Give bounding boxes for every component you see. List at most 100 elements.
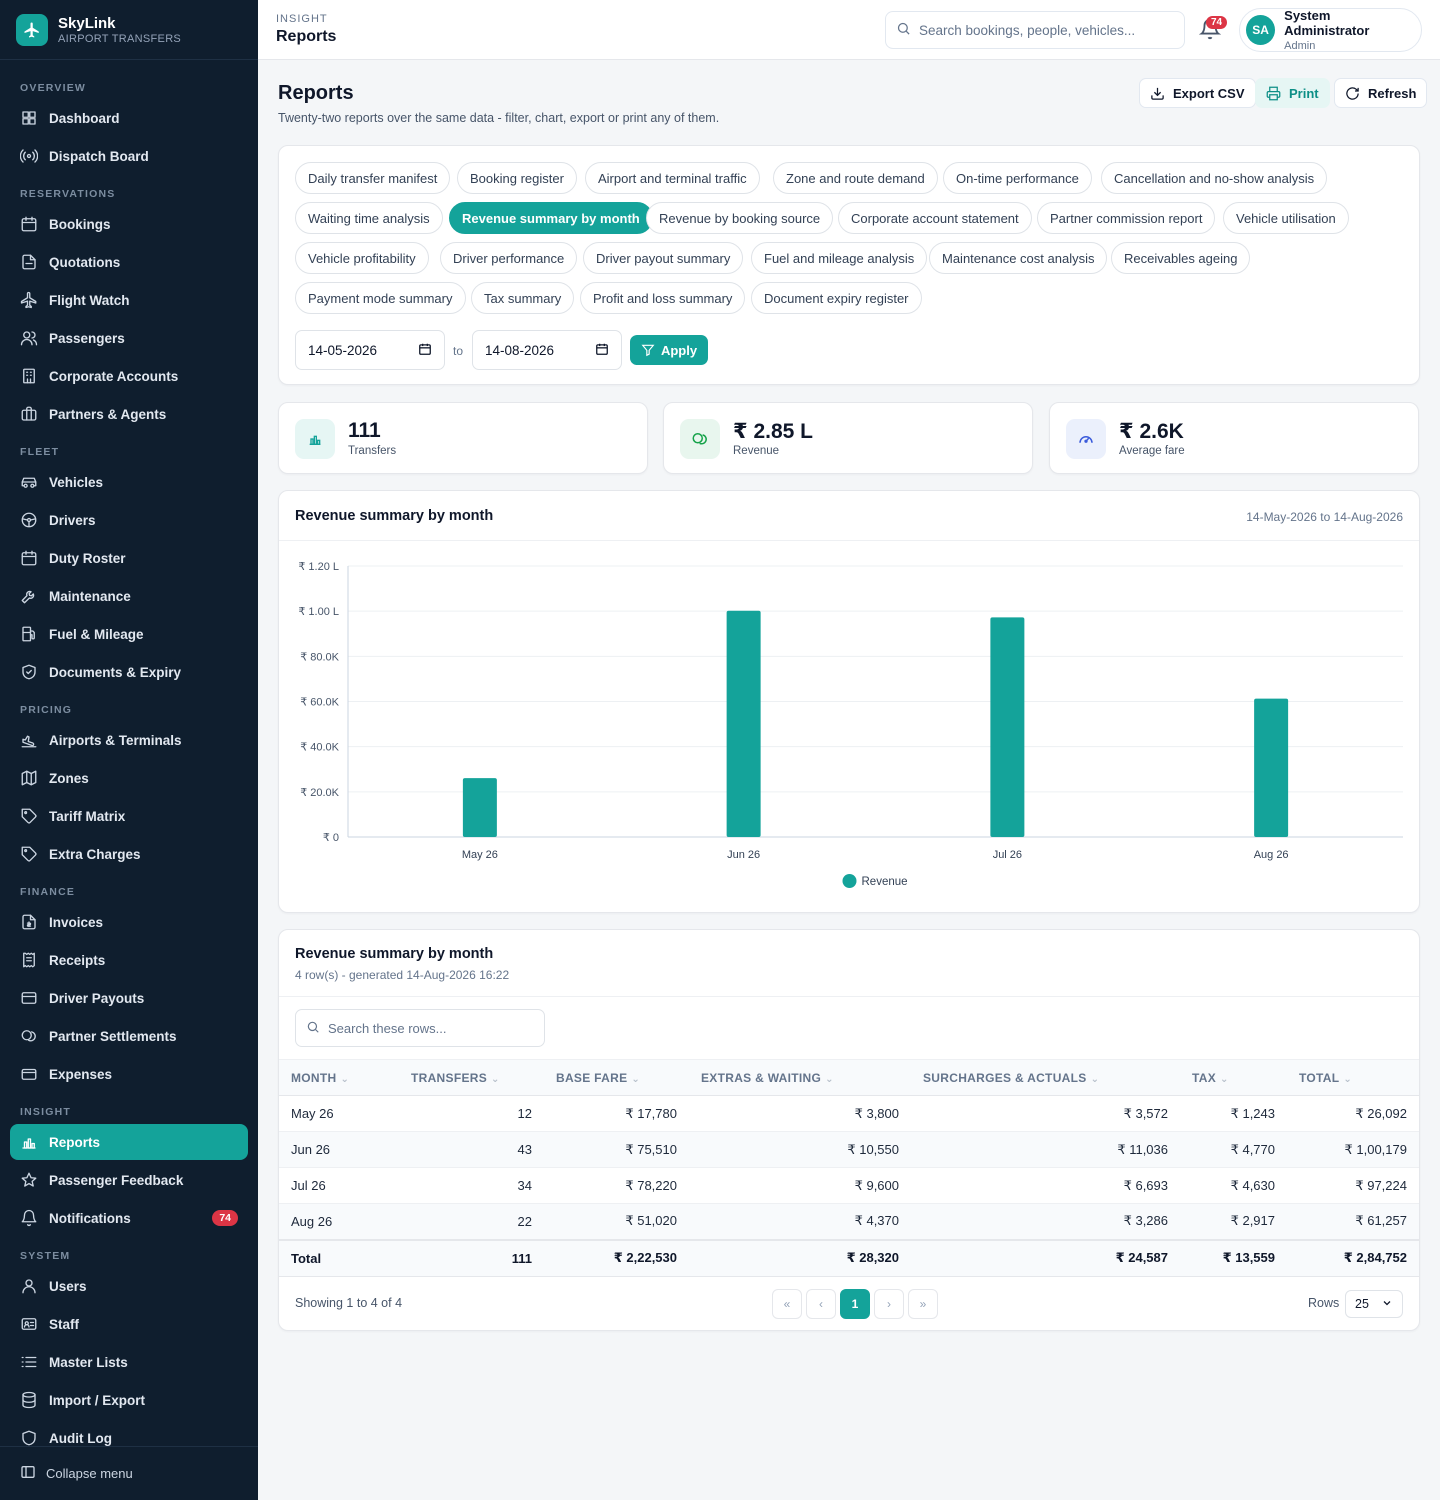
apply-filter-button[interactable]: Apply bbox=[630, 335, 708, 365]
table-cell: ₹ 3,286 bbox=[1123, 1213, 1168, 1229]
report-pill-profit-and-loss-summary[interactable]: Profit and loss summary bbox=[580, 282, 746, 314]
prev-page-button[interactable]: ‹ bbox=[806, 1289, 836, 1319]
report-pill-maintenance-cost-analysis[interactable]: Maintenance cost analysis bbox=[929, 242, 1108, 274]
sidebar-item-receipts[interactable]: Receipts bbox=[10, 942, 248, 978]
sidebar-item-corporate-accounts[interactable]: Corporate Accounts bbox=[10, 358, 248, 394]
table-cell: ₹ 11,036 bbox=[1117, 1141, 1168, 1157]
first-page-button[interactable]: « bbox=[772, 1289, 802, 1319]
sidebar-item-flight-watch[interactable]: Flight Watch bbox=[10, 282, 248, 318]
sidebar-item-documents-expiry[interactable]: Documents & Expiry bbox=[10, 654, 248, 690]
date-from-value: 14-05-2026 bbox=[308, 342, 378, 358]
sidebar-item-users[interactable]: Users bbox=[10, 1268, 248, 1304]
report-pill-driver-payout-summary[interactable]: Driver payout summary bbox=[583, 242, 744, 274]
users-icon bbox=[20, 329, 38, 347]
sidebar-item-reports[interactable]: Reports bbox=[10, 1124, 248, 1160]
sidebar-item-quotations[interactable]: Quotations bbox=[10, 244, 248, 280]
column-header[interactable]: EXTRAS & WAITING ⌄ bbox=[689, 1060, 911, 1096]
table-row[interactable]: May 26 12 ₹ 17,780 ₹ 3,800 ₹ 3,572 ₹ 1,243 ₹ 2… bbox=[279, 1096, 1419, 1132]
sidebar-item-airports-terminals[interactable]: Airports & Terminals bbox=[10, 722, 248, 758]
page-1-button[interactable]: 1 bbox=[840, 1289, 870, 1319]
table-row[interactable]: Jul 26 34 ₹ 78,220 ₹ 9,600 ₹ 6,693 ₹ 4,630 ₹ 9… bbox=[279, 1168, 1419, 1204]
column-header-label: EXTRAS & WAITING bbox=[701, 1070, 822, 1085]
report-pill-vehicle-utilisation[interactable]: Vehicle utilisation bbox=[1223, 202, 1349, 234]
sidebar-item-fuel-mileage[interactable]: Fuel & Mileage bbox=[10, 616, 248, 652]
report-pill-fuel-and-mileage-analysis[interactable]: Fuel and mileage analysis bbox=[751, 242, 928, 274]
sidebar-item-partners-agents[interactable]: Partners & Agents bbox=[10, 396, 248, 432]
table-cell: Jul 26 bbox=[291, 1178, 326, 1193]
sidebar-item-import-export[interactable]: Import / Export bbox=[10, 1382, 248, 1418]
brand[interactable]: SkyLink AIRPORT TRANSFERS bbox=[0, 0, 258, 60]
date-to-input[interactable]: 14-08-2026 bbox=[472, 330, 622, 370]
rows-per-page-select[interactable]: 25 bbox=[1345, 1290, 1403, 1318]
sidebar-item-invoices[interactable]: Invoices bbox=[10, 904, 248, 940]
sidebar-item-dispatch-board[interactable]: Dispatch Board bbox=[10, 138, 248, 174]
column-header[interactable]: TOTAL ⌄ bbox=[1287, 1060, 1419, 1096]
kpi-value: 111 bbox=[348, 419, 381, 442]
report-pill-revenue-summary-by-month[interactable]: Revenue summary by month bbox=[449, 202, 653, 234]
sidebar-item-bookings[interactable]: Bookings bbox=[10, 206, 248, 242]
report-pill-partner-commission-report[interactable]: Partner commission report bbox=[1037, 202, 1216, 234]
column-header[interactable]: TRANSFERS ⌄ bbox=[399, 1060, 544, 1096]
table-row[interactable]: Jun 26 43 ₹ 75,510 ₹ 10,550 ₹ 11,036 ₹ 4,770 ₹… bbox=[279, 1131, 1419, 1168]
total-cell: ₹ 28,320 bbox=[846, 1250, 899, 1266]
report-pill-document-expiry-register[interactable]: Document expiry register bbox=[751, 282, 922, 314]
report-pill-booking-register[interactable]: Booking register bbox=[457, 162, 577, 194]
column-header[interactable]: MONTH ⌄ bbox=[279, 1060, 399, 1096]
sidebar-item-staff[interactable]: Staff bbox=[10, 1306, 248, 1342]
column-header[interactable]: BASE FARE ⌄ bbox=[544, 1060, 689, 1096]
sidebar-item-audit-log[interactable]: Audit Log bbox=[10, 1420, 248, 1446]
table-row[interactable]: Aug 26 22 ₹ 51,020 ₹ 4,370 ₹ 3,286 ₹ 2,917 ₹ 6… bbox=[279, 1203, 1419, 1240]
report-pill-revenue-by-booking-source[interactable]: Revenue by booking source bbox=[646, 202, 834, 234]
sidebar-item-passenger-feedback[interactable]: Passenger Feedback bbox=[10, 1162, 248, 1198]
sidebar-item-duty-roster[interactable]: Duty Roster bbox=[10, 540, 248, 576]
table-cell: Jun 26 bbox=[291, 1142, 331, 1157]
sidebar-item-dashboard[interactable]: Dashboard bbox=[10, 100, 248, 136]
y-tick-label: ₹ 1.00 L bbox=[298, 606, 339, 618]
next-page-button[interactable]: › bbox=[874, 1289, 904, 1319]
column-header[interactable]: SURCHARGES & ACTUALS ⌄ bbox=[911, 1060, 1180, 1096]
sidebar-item-vehicles[interactable]: Vehicles bbox=[10, 464, 248, 500]
report-pill-cancellation-and-no-show-analysis[interactable]: Cancellation and no-show analysis bbox=[1101, 162, 1328, 194]
collapse-menu-button[interactable]: Collapse menu bbox=[0, 1446, 258, 1500]
legend-label: Revenue bbox=[862, 876, 908, 888]
report-pill-airport-and-terminal-traffic[interactable]: Airport and terminal traffic bbox=[585, 162, 760, 194]
print-button[interactable]: Print bbox=[1255, 78, 1330, 108]
sidebar-item-maintenance[interactable]: Maintenance bbox=[10, 578, 248, 614]
report-pill-waiting-time-analysis[interactable]: Waiting time analysis bbox=[295, 202, 443, 234]
sidebar-item-expenses[interactable]: Expenses bbox=[10, 1056, 248, 1092]
last-page-button[interactable]: » bbox=[908, 1289, 938, 1319]
report-table: MONTH ⌄ TRANSFERS ⌄ BASE FARE ⌄ EXTRAS & WAITI… bbox=[279, 1059, 1419, 1277]
legend-swatch bbox=[842, 874, 857, 888]
sort-icon: ⌄ bbox=[340, 1073, 350, 1085]
sort-icon: ⌄ bbox=[1090, 1073, 1100, 1085]
table-cell: ₹ 3,800 bbox=[854, 1105, 899, 1121]
report-pill-zone-and-route-demand[interactable]: Zone and route demand bbox=[773, 162, 938, 194]
report-pill-daily-transfer-manifest[interactable]: Daily transfer manifest bbox=[295, 162, 451, 194]
report-pill-vehicle-profitability[interactable]: Vehicle profitability bbox=[295, 242, 429, 274]
table-search-input[interactable]: Search these rows... bbox=[295, 1009, 545, 1047]
sidebar-item-tariff-matrix[interactable]: Tariff Matrix bbox=[10, 798, 248, 834]
sidebar-item-passengers[interactable]: Passengers bbox=[10, 320, 248, 356]
export-csv-button[interactable]: Export CSV bbox=[1139, 78, 1256, 108]
sidebar-item-notifications[interactable]: Notifications 74 bbox=[10, 1200, 248, 1236]
global-search-input[interactable]: Search bookings, people, vehicles... bbox=[885, 11, 1185, 49]
sidebar-collapse-icon bbox=[20, 1464, 36, 1483]
sidebar-item-zones[interactable]: Zones bbox=[10, 760, 248, 796]
sidebar-item-drivers[interactable]: Drivers bbox=[10, 502, 248, 538]
report-pill-payment-mode-summary[interactable]: Payment mode summary bbox=[295, 282, 466, 314]
date-from-input[interactable]: 14-05-2026 bbox=[295, 330, 445, 370]
bar-chart-icon bbox=[20, 1133, 38, 1151]
refresh-button[interactable]: Refresh bbox=[1334, 78, 1428, 108]
sidebar-item-partner-settlements[interactable]: Partner Settlements bbox=[10, 1018, 248, 1054]
report-pill-tax-summary[interactable]: Tax summary bbox=[471, 282, 575, 314]
report-pill-on-time-performance[interactable]: On-time performance bbox=[943, 162, 1092, 194]
sidebar-item-extra-charges[interactable]: Extra Charges bbox=[10, 836, 248, 872]
user-menu[interactable]: SA System Administrator Admin bbox=[1239, 8, 1422, 52]
report-pill-driver-performance[interactable]: Driver performance bbox=[440, 242, 578, 274]
column-header[interactable]: TAX ⌄ bbox=[1180, 1060, 1287, 1096]
sidebar-item-driver-payouts[interactable]: Driver Payouts bbox=[10, 980, 248, 1016]
report-pill-receivables-ageing[interactable]: Receivables ageing bbox=[1111, 242, 1251, 274]
column-header-label: TOTAL bbox=[1299, 1070, 1340, 1085]
sidebar-item-master-lists[interactable]: Master Lists bbox=[10, 1344, 248, 1380]
report-pill-corporate-account-statement[interactable]: Corporate account statement bbox=[838, 202, 1032, 234]
